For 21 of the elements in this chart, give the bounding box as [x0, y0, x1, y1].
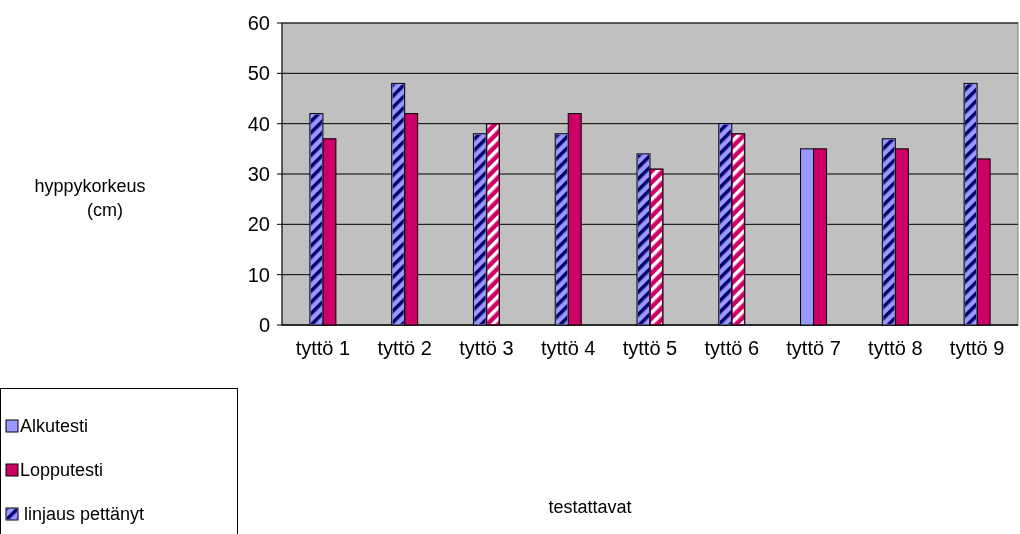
- y-tick-label: 10: [247, 263, 270, 286]
- text: testattavat: [548, 497, 632, 517]
- x-tick-label: tyttö 2: [377, 337, 432, 359]
- x-tick-label: tyttö 5: [622, 337, 678, 359]
- x-tick-label: tyttö 6: [704, 337, 760, 359]
- y-tick-label: 30: [247, 163, 270, 185]
- text: hyppykorkeus (cm): [34, 176, 146, 220]
- y-tick-label: 60: [247, 12, 270, 34]
- y-tick-label: 50: [247, 62, 270, 85]
- x-tick-label: tyttö 9: [949, 337, 1005, 359]
- x-tick-label: tyttö 8: [868, 337, 923, 359]
- legend-label: linjaus pettänyt: [24, 504, 145, 524]
- y-tick-label: 20: [247, 213, 270, 236]
- x-tick-label: tyttö 3: [459, 337, 514, 359]
- x-tick-label: tyttö 7: [786, 337, 841, 359]
- y-tick-label: 0: [258, 314, 270, 336]
- legend-label: Alkutesti: [20, 416, 89, 436]
- x-tick-label: tyttö 1: [295, 337, 351, 359]
- legend-label: Lopputesti: [20, 460, 104, 480]
- x-tick-label: tyttö 4: [540, 337, 596, 359]
- y-tick-label: 40: [247, 112, 270, 135]
